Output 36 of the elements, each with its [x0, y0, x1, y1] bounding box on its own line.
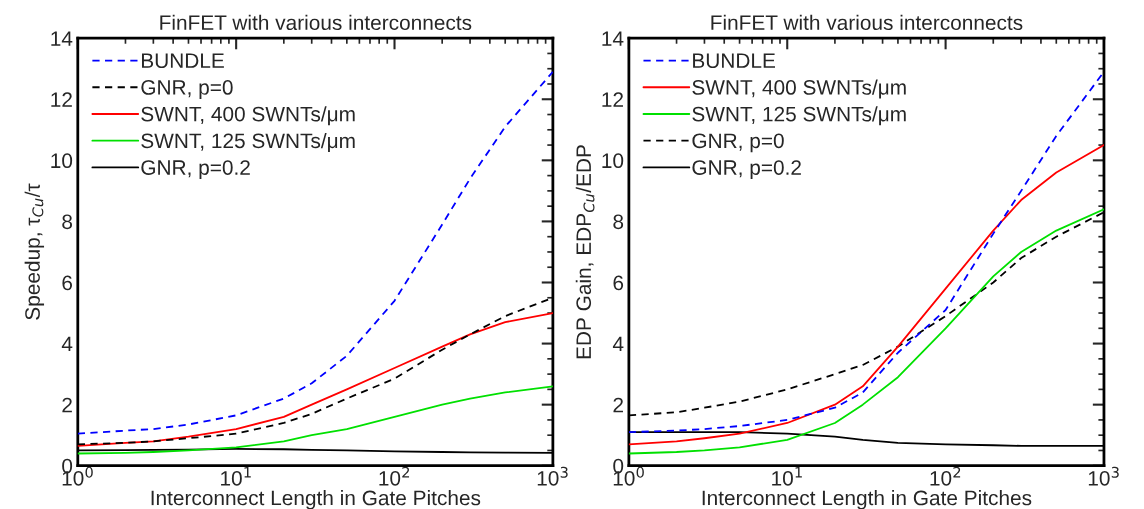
legend-label: BUNDLE: [142, 53, 224, 69]
x-tick-label: 10$^{1}$: [221, 466, 251, 486]
y-tick-label: 14: [602, 31, 624, 46]
x-tick-label: 10$^{2}$: [930, 466, 961, 486]
y-tick-label: 2: [613, 397, 623, 413]
y-tick-label: 6: [62, 275, 73, 291]
y-tick-label: 14: [51, 31, 73, 46]
y-tick-label: 4: [612, 336, 624, 352]
x-tick-label: 10$^{3}$: [1088, 466, 1119, 486]
legend-label: GNR, p=0: [141, 80, 233, 99]
x-tick-label: 10$^{1}$: [772, 466, 802, 486]
y-tick-label: 12: [51, 92, 72, 107]
legend-label: SWNT, 400 SWNTs/μm: [141, 106, 355, 126]
x-axis-title: Interconnect Length in Gate Pitches: [151, 490, 481, 509]
y-axis-title: Speedup, τ$_{Cu}$/τ: [24, 183, 45, 320]
legend-label: SWNT, 125 SWNTs/μm: [692, 106, 906, 126]
y-axis-title: EDP Gain, EDP$_{Cu}$/EDP: [575, 145, 595, 359]
y-tick-label: 12: [602, 92, 623, 107]
legend-label: GNR, p=0: [692, 133, 784, 153]
y-tick-label: 8: [62, 214, 73, 230]
chart-title: FinFET with various interconnects: [160, 14, 472, 31]
chart-title: FinFET with various interconnects: [711, 14, 1023, 31]
legend-label: BUNDLE: [693, 53, 775, 69]
y-tick-label: 10: [51, 153, 73, 169]
y-tick-label: 6: [613, 275, 624, 291]
y-tick-label: 8: [613, 214, 624, 230]
legend-label: GNR, p=0.2: [692, 160, 801, 180]
legend-label: SWNT, 125 SWNTs/μm: [141, 132, 355, 152]
x-tick-label: 10$^{3}$: [537, 466, 568, 486]
x-axis-title: Interconnect Length in Gate Pitches: [702, 490, 1032, 509]
x-tick-label: 10$^{2}$: [379, 466, 410, 486]
y-tick-label: 4: [61, 336, 73, 352]
legend-label: GNR, p=0.2: [141, 160, 250, 180]
y-tick-label: 2: [62, 397, 72, 413]
y-tick-label: 10: [602, 153, 624, 169]
legend-label: SWNT, 400 SWNTs/μm: [692, 79, 906, 99]
